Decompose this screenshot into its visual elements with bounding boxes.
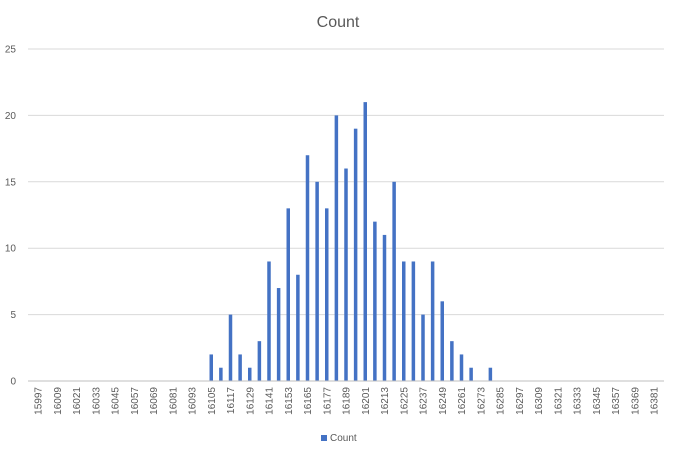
- x-tick-label: 16321: [553, 387, 564, 415]
- y-tick-label: 15: [5, 177, 17, 188]
- bar: [469, 367, 473, 381]
- x-tick-label: 16093: [188, 387, 199, 415]
- x-tick-label: 15997: [34, 387, 45, 415]
- x-tick-label: 16225: [399, 387, 410, 415]
- x-tick-label: 16213: [380, 387, 391, 415]
- y-tick-label: 10: [5, 244, 17, 255]
- bar: [315, 181, 319, 381]
- bar: [344, 168, 348, 381]
- x-tick-label: 16345: [592, 387, 603, 415]
- bar: [440, 301, 444, 381]
- x-tick-label: 16357: [611, 387, 622, 415]
- y-tick-label: 5: [10, 310, 16, 321]
- x-tick-label: 16081: [168, 387, 179, 415]
- y-axis-ticks: 0 5 10 15 20 25: [5, 45, 17, 388]
- bar: [363, 102, 367, 382]
- legend-swatch: [321, 435, 327, 441]
- x-tick-label: 16129: [245, 387, 256, 415]
- x-tick-label: 16285: [496, 387, 507, 415]
- bar: [286, 208, 290, 381]
- bar: [402, 261, 406, 381]
- y-tick-label: 25: [5, 45, 17, 56]
- x-tick-label: 16117: [226, 387, 237, 415]
- bar: [459, 354, 464, 381]
- x-tick-label: 16249: [438, 387, 449, 415]
- bar: [238, 354, 242, 381]
- bar: [392, 181, 396, 381]
- x-axis-ticks: 15997 16009 16021 16033 16045 16057 16069 16081…: [34, 387, 661, 415]
- bar: [228, 314, 233, 381]
- x-tick-label: 16153: [284, 387, 295, 415]
- x-tick-label: 16165: [303, 387, 314, 415]
- x-tick-label: 16045: [111, 387, 122, 415]
- bar: [209, 354, 213, 381]
- x-tick-label: 16201: [361, 387, 372, 415]
- x-tick-label: 16297: [515, 387, 526, 415]
- bar: [267, 261, 271, 381]
- chart-title: Count: [317, 14, 360, 31]
- bar: [305, 155, 310, 381]
- x-tick-label: 16333: [573, 387, 584, 415]
- x-tick-label: 16381: [650, 387, 661, 415]
- x-tick-label: 16009: [53, 387, 64, 415]
- bar: [373, 221, 377, 381]
- bar: [296, 274, 300, 381]
- x-tick-label: 16309: [534, 387, 545, 415]
- bar: [276, 288, 281, 381]
- bar: [257, 341, 262, 381]
- x-tick-label: 16021: [72, 387, 83, 415]
- x-tick-label: 16057: [130, 387, 141, 415]
- bar: [325, 208, 329, 381]
- x-tick-label: 16261: [457, 387, 468, 415]
- x-tick-label: 16069: [149, 387, 160, 415]
- x-tick-label: 16177: [322, 387, 333, 415]
- x-tick-label: 16369: [630, 387, 641, 415]
- x-tick-label: 16033: [91, 387, 102, 415]
- y-tick-label: 20: [5, 111, 17, 122]
- bar: [421, 314, 425, 381]
- y-tick-label: 0: [10, 377, 16, 388]
- legend: Count: [321, 433, 357, 444]
- x-tick-label: 16105: [207, 387, 218, 415]
- bars: [209, 102, 493, 382]
- bar: [248, 367, 252, 381]
- legend-label: Count: [330, 433, 357, 444]
- bar: [411, 261, 416, 381]
- bar: [430, 261, 435, 381]
- bar: [353, 128, 358, 381]
- bar: [488, 367, 493, 381]
- bar: [219, 367, 223, 381]
- x-tick-label: 16141: [265, 387, 276, 415]
- x-tick-label: 16189: [342, 387, 353, 415]
- x-tick-label: 16273: [476, 387, 487, 415]
- bar: [334, 115, 339, 382]
- bar: [382, 234, 387, 381]
- x-tick-label: 16237: [419, 387, 430, 415]
- bar: [450, 341, 454, 381]
